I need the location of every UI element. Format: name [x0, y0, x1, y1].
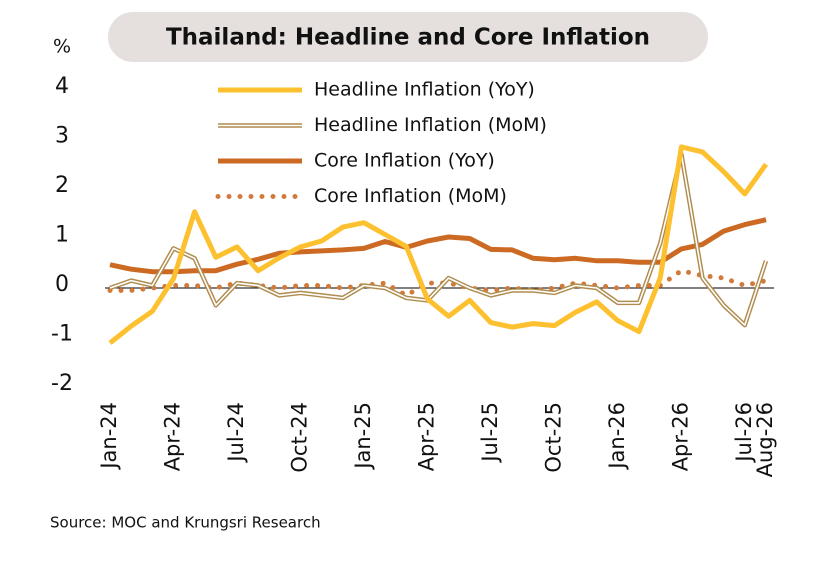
- y-tick-label: -2: [51, 371, 73, 396]
- x-tick-label: Jan-24: [97, 402, 121, 471]
- y-tick-label: -1: [51, 322, 73, 347]
- x-tick-label: Jul-25: [478, 402, 502, 464]
- x-tick-label: Jul-24: [224, 402, 248, 464]
- x-tick-label: Apr-26: [668, 402, 692, 471]
- series-line: [107, 268, 769, 299]
- x-tick-label: Oct-25: [541, 402, 565, 473]
- chart-title: Thailand: Headline and Core Inflation: [166, 25, 650, 51]
- y-tick-label: 1: [55, 223, 69, 248]
- source: Source: MOC and Krungsri Research: [50, 514, 321, 532]
- series-line: [109, 217, 767, 275]
- x-tick-label: Aug-26: [753, 402, 777, 477]
- series-line-inner: [109, 153, 767, 326]
- title-box: [108, 12, 708, 62]
- y-tick-label: 2: [55, 173, 69, 198]
- x-tick-label: Jul-26: [732, 402, 756, 464]
- y-tick-label: 3: [55, 124, 69, 149]
- legend-label: Headline Inflation (YoY): [314, 79, 535, 101]
- y-tick-label: 0: [55, 272, 69, 297]
- legend-label: Core Inflation (YoY): [314, 150, 495, 172]
- x-tick-label: Jan-25: [351, 402, 375, 471]
- series-line: [108, 144, 769, 345]
- legend-label: Core Inflation (MoM): [314, 185, 507, 207]
- x-tick-label: Jan-26: [605, 402, 629, 471]
- x-tick-label: Oct-24: [287, 402, 311, 473]
- y-tick-label: 4: [55, 74, 69, 99]
- x-tick-label: Apr-24: [160, 402, 184, 471]
- x-tick-label: Apr-25: [414, 402, 438, 471]
- y-axis-label: %: [53, 36, 71, 58]
- legend-label: Headline Inflation (MoM): [314, 114, 547, 136]
